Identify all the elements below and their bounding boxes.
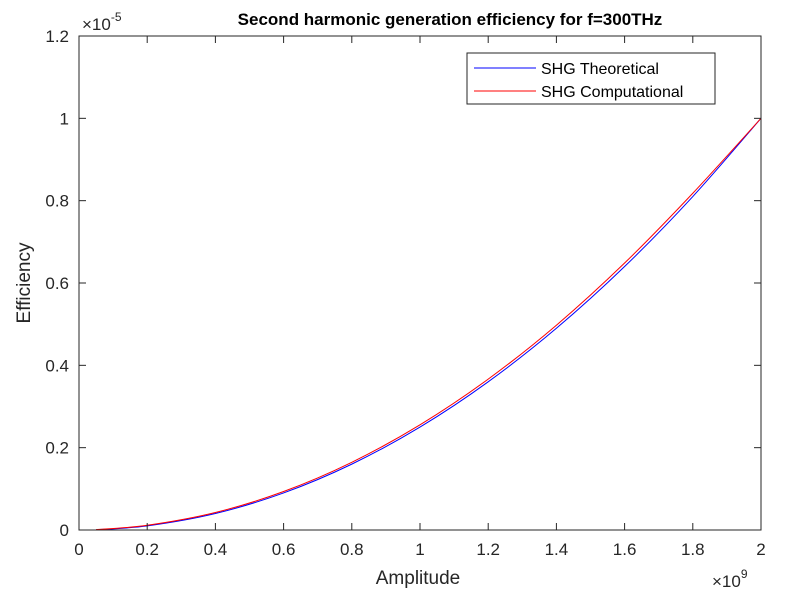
legend-label-shg-computational: SHG Computational — [541, 84, 683, 101]
legend-box — [466, 52, 716, 105]
x-tick-label: 1.8 — [681, 540, 705, 559]
x-multiplier-exponent: 9 — [741, 567, 748, 581]
y-tick-label: 0.2 — [45, 439, 69, 458]
x-tick-label: 0.4 — [204, 540, 228, 559]
y-axis-label: Efficiency — [14, 242, 35, 323]
x-axis-multiplier: ×109 — [712, 567, 748, 591]
y-multiplier-exponent: -5 — [111, 10, 122, 24]
y-tick-label: 1 — [60, 109, 69, 128]
x-tick-label: 0.6 — [272, 540, 296, 559]
x-tick-label: 1.2 — [476, 540, 500, 559]
x-tick-label: 0.8 — [340, 540, 364, 559]
y-tick-label: 0.8 — [45, 192, 69, 211]
x-multiplier-base: ×10 — [712, 572, 741, 591]
legend-label-shg-theoretical: SHG Theoretical — [541, 61, 659, 78]
y-tick-label: 0 — [60, 521, 69, 540]
y-axis-ticks: 0 0.2 0.4 0.6 0.8 1 1.2 — [45, 27, 761, 540]
x-tick-label: 1.4 — [545, 540, 569, 559]
x-tick-label: 1 — [415, 540, 424, 559]
plot-area — [79, 36, 761, 530]
x-axis-label: Amplitude — [376, 568, 461, 589]
series-line-shg-computational — [96, 117, 762, 531]
y-axis-multiplier: ×10-5 — [82, 10, 122, 34]
series-line-shg-theoretical — [96, 118, 762, 531]
chart-title: Second harmonic generation efficiency fo… — [238, 10, 663, 29]
x-axis-ticks: 0 0.2 0.4 0.6 0.8 1 1.2 1.4 1.6 1.8 2 — [74, 36, 766, 559]
y-tick-label: 1.2 — [45, 27, 69, 46]
x-tick-label: 0 — [74, 540, 83, 559]
y-tick-label: 0.4 — [45, 356, 69, 375]
x-tick-label: 1.6 — [613, 540, 637, 559]
x-tick-label: 2 — [756, 540, 765, 559]
x-tick-label: 0.2 — [135, 540, 159, 559]
y-multiplier-base: ×10 — [82, 15, 111, 34]
y-tick-label: 0.6 — [45, 274, 69, 293]
series-layer — [96, 117, 762, 531]
legend: SHG Theoretical SHG Computational — [466, 52, 716, 105]
